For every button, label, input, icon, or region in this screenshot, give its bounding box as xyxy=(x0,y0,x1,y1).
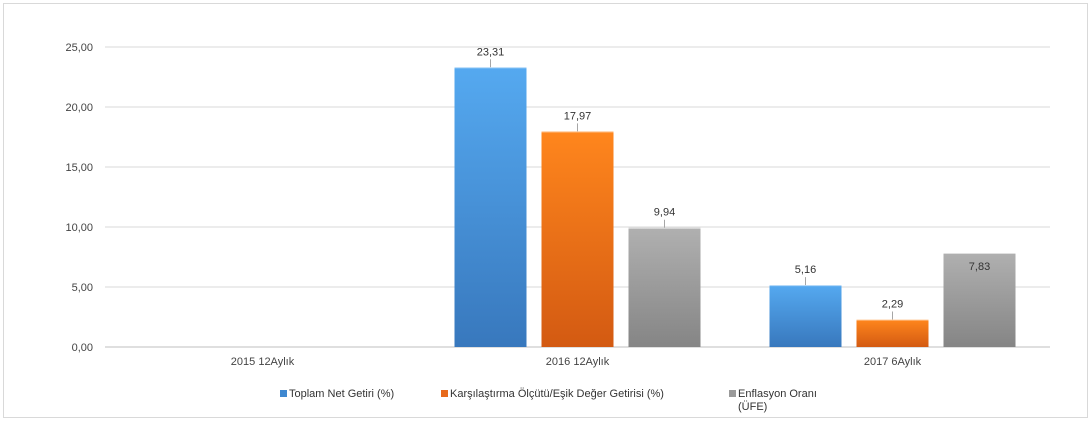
legend-swatch xyxy=(280,390,287,397)
bars xyxy=(454,67,1016,347)
legend-swatch xyxy=(729,390,736,397)
data-label: 23,31 xyxy=(477,46,505,58)
bar xyxy=(769,285,842,347)
data-label: 5,16 xyxy=(795,264,816,276)
legend: Toplam Net Getiri (%) Karşılaştırma Ölçüt… xyxy=(280,388,817,413)
legend-swatch xyxy=(441,390,448,397)
y-tick-label: 5,00 xyxy=(72,282,93,294)
bar xyxy=(541,131,614,347)
data-label: 9,94 xyxy=(654,207,675,219)
y-axis: 0,00 5,00 10,00 15,00 20,00 25,00 xyxy=(65,42,93,354)
x-axis: 2015 12Aylık 2016 12Aylık 2017 6Aylık xyxy=(231,356,922,368)
x-tick-label: 2015 12Aylık xyxy=(231,356,295,368)
y-tick-label: 15,00 xyxy=(65,162,93,174)
y-tick-label: 10,00 xyxy=(65,222,93,234)
legend-label: (ÜFE) xyxy=(738,401,767,413)
bar xyxy=(454,67,527,347)
bar xyxy=(943,253,1016,347)
bar xyxy=(628,227,701,347)
data-label: 7,83 xyxy=(969,261,990,273)
data-labels: 23,31 17,97 9,94 5,16 2,29 7,83 xyxy=(477,46,990,320)
legend-label: Toplam Net Getiri (%) xyxy=(289,388,394,400)
x-tick-label: 2017 6Aylık xyxy=(864,356,922,368)
legend-label: Enflasyon Oranı xyxy=(738,388,817,400)
data-label: 2,29 xyxy=(882,299,903,311)
legend-label: Karşılaştırma Ölçütü/Eşik Değer Getirisi… xyxy=(450,388,664,400)
y-tick-label: 20,00 xyxy=(65,102,93,114)
x-tick-label: 2016 12Aylık xyxy=(546,356,610,368)
data-label: 17,97 xyxy=(564,110,592,122)
y-tick-label: 25,00 xyxy=(65,42,93,54)
y-tick-label: 0,00 xyxy=(72,342,93,354)
bar xyxy=(856,319,929,347)
